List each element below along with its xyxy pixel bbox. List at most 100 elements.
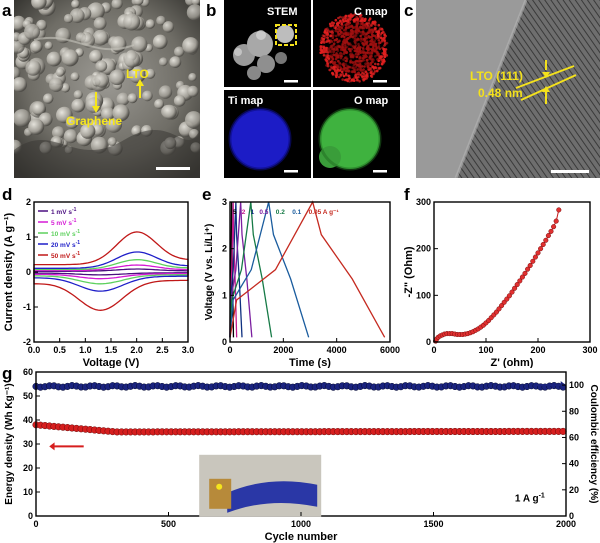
y-axis-label: Voltage (V vs. Li/Li⁺): [204, 224, 215, 321]
chart-gcd: 5 2 1 0.5 0.2 0.1 0.05 A g⁻¹0 2000 4000 60000123T…: [204, 197, 400, 368]
legend-label: 1: [251, 209, 255, 216]
eis-point: [551, 224, 557, 230]
y-tick-label: 2: [222, 244, 227, 254]
eis-point: [548, 228, 554, 234]
x-tick-label: 2.0: [130, 345, 143, 355]
legend-label: 10 mV s-1: [51, 229, 80, 238]
eis-point: [522, 270, 528, 276]
y-tick-label-right: 100: [569, 380, 584, 390]
panel-b-eds-maps: STEM C map Ti map O map: [224, 0, 400, 178]
current-density-note: 1 A g-1: [515, 493, 545, 505]
x-tick-label: 0.0: [28, 345, 41, 355]
x-tick-label: 300: [582, 345, 597, 355]
y-tick-label-left: 20: [23, 463, 33, 473]
y-tick-label: 3: [222, 197, 227, 207]
eis-point: [517, 278, 523, 284]
x-tick-label: 1.5: [105, 345, 118, 355]
x-tick-label: 1500: [423, 519, 443, 529]
eis-point: [556, 207, 562, 213]
legend-label: 1 mV s-1: [51, 207, 77, 216]
eis-point: [532, 254, 538, 260]
y-tick-label: 200: [416, 244, 431, 254]
panel-letter-c: c: [404, 1, 414, 20]
y-tick-label-left: 60: [23, 367, 33, 377]
x-axis-label: Z' (ohm): [491, 357, 534, 368]
chart-eis: 0 100 200 300 0 100 200 300 Z' (ohm) -Z" (Ohm): [403, 197, 598, 368]
d-spacing-label: 0.48 nm: [478, 86, 523, 100]
legend-label: 0.5: [259, 209, 268, 216]
x-tick-label: 4000: [327, 345, 347, 355]
chart-cv: 1 mV s-1 5 mV s-1 10 mV s-1 20 mV s-1 50 mV …: [3, 197, 195, 368]
legend-label: 0.1: [292, 209, 301, 216]
sem-micrograph: LTO Graphene: [14, 0, 200, 178]
stem-label: STEM: [267, 6, 298, 18]
y-tick-label: 1: [26, 232, 31, 242]
x-axis-label: Time (s): [289, 357, 331, 368]
gcd-curve: [229, 200, 386, 338]
glove-shape: [227, 481, 318, 513]
eis-point: [540, 241, 546, 248]
scale-bar: [551, 170, 589, 173]
lto-plane-label: LTO (111): [470, 69, 523, 83]
legend-label: 50 mV s-1: [51, 251, 80, 260]
x-tick-label: 2000: [556, 519, 576, 529]
y-axis-label: -Z" (Ohm): [403, 246, 415, 297]
legend-label: 20 mV s-1: [51, 240, 80, 249]
y-tick-label-right: 20: [569, 485, 579, 495]
x-tick-label: 2000: [273, 345, 293, 355]
x-tick-label: 500: [161, 519, 176, 529]
y-tick-label: -1: [23, 302, 31, 312]
y-tick-label-right: 60: [569, 432, 579, 442]
y-tick-label: 1: [222, 290, 227, 300]
panel-letter-d: d: [2, 185, 13, 204]
eis-point: [530, 258, 536, 264]
lto-label: LTO: [126, 67, 149, 81]
o-map-label: O map: [354, 95, 389, 107]
scale-bar: [156, 167, 190, 170]
eis-point: [527, 262, 533, 269]
x-tick-label: 0: [227, 345, 232, 355]
eis-point: [553, 218, 559, 224]
x-tick-label: 0: [33, 519, 38, 529]
y-tick-label-right: 0: [569, 511, 574, 521]
c-map-label: C map: [354, 6, 388, 18]
chart-cycling: 1 A g-10 500 1000 1500 200001020304050600204…: [4, 367, 599, 543]
eis-fit-line: [435, 209, 560, 342]
eis-point: [538, 246, 544, 252]
ti-map-label: Ti map: [228, 95, 264, 107]
x-tick-label: 6000: [380, 345, 400, 355]
eis-point: [543, 237, 549, 243]
y-axis-label: Current density (A g⁻¹): [3, 212, 15, 331]
panel-c-hrtem-image: LTO (111) 0.48 nm: [416, 0, 600, 178]
panel-letter-a: a: [2, 1, 12, 20]
y-tick-label: 0: [26, 267, 31, 277]
legend-label: 2: [242, 209, 246, 216]
stem-selection-box: [275, 24, 297, 46]
x-tick-label: 1000: [291, 519, 311, 529]
panel-letter-f: f: [404, 185, 410, 204]
panel-letter-b: b: [206, 1, 217, 20]
led-light: [216, 483, 223, 490]
legend-label: 5: [233, 209, 237, 216]
x-tick-label: 200: [530, 345, 545, 355]
x-tick-label: 2.5: [156, 345, 169, 355]
eis-point: [535, 250, 541, 256]
y-tick-label-left: 10: [23, 487, 33, 497]
eis-point: [519, 274, 525, 280]
x-tick-label: 0: [431, 345, 436, 355]
eis-point: [545, 233, 551, 239]
x-tick-label: 0.5: [53, 345, 66, 355]
flexible-device: [209, 478, 232, 509]
eis-point: [525, 266, 531, 272]
x-tick-label: 1.0: [79, 345, 92, 355]
eis-point: [512, 285, 518, 291]
x-axis-label: Cycle number: [265, 531, 338, 543]
eis-frame: [433, 201, 591, 343]
panel-letter-e: e: [202, 185, 212, 204]
eis-point: [509, 289, 515, 295]
y-tick-label: -2: [23, 337, 31, 347]
y-tick-label: 300: [416, 197, 431, 207]
y-tick-label-right: 40: [569, 459, 579, 469]
x-tick-label: 3.0: [182, 345, 195, 355]
y-tick-label-left: 30: [23, 439, 33, 449]
